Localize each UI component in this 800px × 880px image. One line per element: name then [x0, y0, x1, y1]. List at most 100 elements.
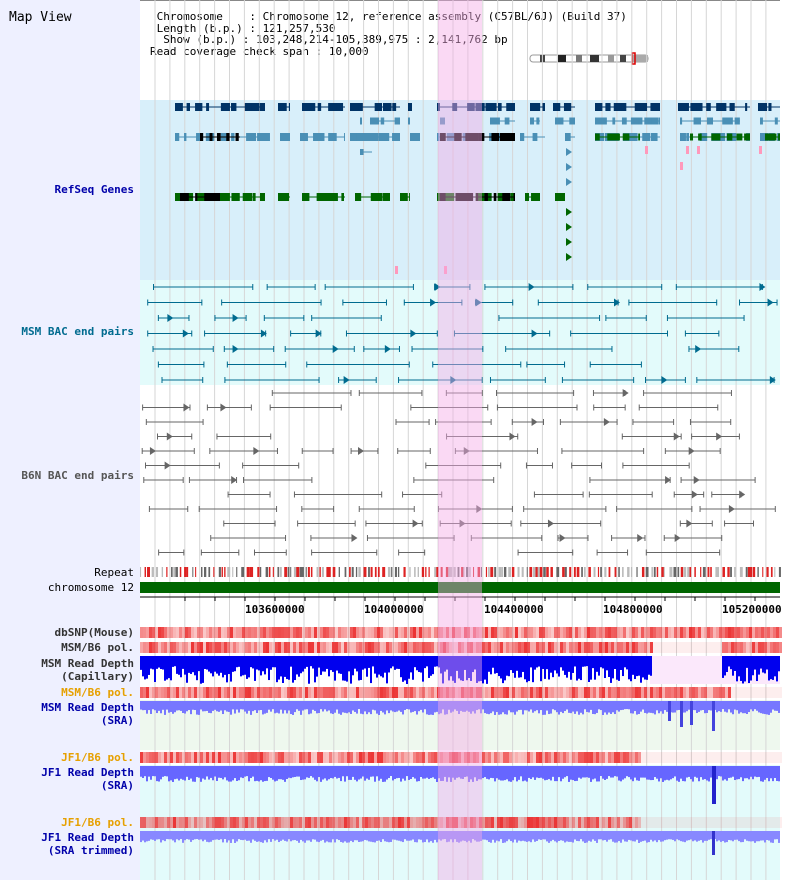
depth-bar — [582, 766, 584, 778]
track-label-jf1-pol-2[interactable]: JF1/B6 pol. — [61, 816, 134, 829]
pol-heat-cell — [377, 817, 380, 828]
track-label-msm-pol-2[interactable]: MSM/B6 pol. — [61, 686, 134, 699]
pol-heat-cell — [410, 752, 413, 763]
depth-bar — [634, 656, 636, 680]
depth-bar — [448, 831, 450, 842]
depth-bar — [746, 766, 748, 779]
pol-heat-cell — [365, 817, 368, 828]
depth-bar — [272, 656, 274, 668]
depth-bar — [276, 656, 278, 683]
pol-heat-cell — [239, 817, 242, 828]
depth-bar — [620, 831, 622, 843]
depth-bar — [166, 831, 168, 840]
depth-bar — [440, 831, 442, 841]
depth-bar — [400, 766, 402, 782]
repeat-mark — [299, 567, 303, 577]
depth-bar — [744, 701, 746, 714]
pol-heat-cell — [353, 642, 356, 653]
pol-heat-cell — [473, 642, 476, 653]
track-label-jf1-depth-sra[interactable]: JF1 Read Depth (SRA) — [41, 766, 134, 792]
depth-bar — [524, 701, 526, 711]
gene-exon — [410, 133, 420, 141]
repeat-mark — [622, 567, 624, 577]
gene-exon — [774, 117, 778, 125]
depth-bar — [402, 831, 404, 843]
depth-bar — [398, 701, 400, 711]
pol-heat-cell — [452, 752, 455, 763]
track-label-dbsnp[interactable]: dbSNP(Mouse) — [54, 626, 134, 639]
pol-heat-cell — [521, 627, 524, 638]
pol-heat-cell — [503, 627, 506, 638]
track-label-jf1-depth-trimmed[interactable]: JF1 Read Depth (SRA trimmed) — [41, 831, 134, 857]
pol-heat-cell — [224, 752, 227, 763]
pol-heat-cell — [653, 752, 656, 763]
depth-bar — [152, 831, 154, 840]
depth-bar — [620, 656, 622, 670]
depth-bar — [646, 831, 648, 843]
depth-bar — [382, 656, 384, 678]
track-label-msm-depth-sra[interactable]: MSM Read Depth (SRA) — [41, 701, 134, 727]
depth-bar — [776, 656, 778, 682]
pol-heat-cell — [185, 752, 188, 763]
pol-heat-cell — [392, 752, 395, 763]
depth-bar — [306, 766, 308, 778]
depth-bar — [152, 766, 154, 777]
pol-heat-cell — [509, 642, 512, 653]
depth-bar — [556, 831, 558, 843]
depth-bar — [250, 656, 252, 668]
depth-bar — [594, 766, 596, 779]
depth-bar — [624, 701, 626, 710]
repeat-mark — [290, 567, 292, 577]
chromosome-ideogram[interactable] — [528, 52, 654, 66]
depth-bar — [754, 831, 756, 843]
depth-bar — [778, 766, 780, 782]
depth-bar — [548, 656, 550, 680]
pol-heat-cell — [314, 817, 317, 828]
depth-bar — [612, 831, 614, 842]
gene-mark — [680, 162, 683, 170]
pol-heat-cell — [305, 627, 308, 638]
pol-heat-cell — [458, 627, 461, 638]
pol-heat-cell — [755, 642, 758, 653]
depth-bar — [746, 831, 748, 841]
bac-arrow — [637, 534, 644, 542]
pol-heat-cell — [233, 752, 236, 763]
pol-heat-cell — [488, 642, 491, 653]
pol-heat-cell — [497, 752, 500, 763]
depth-bar — [184, 656, 186, 675]
depth-bar — [622, 701, 624, 710]
depth-bar — [168, 701, 170, 713]
track-label-msm-bac[interactable]: MSM BAC end pairs — [21, 325, 134, 338]
track-label-jf1-pol-1[interactable]: JF1/B6 pol. — [61, 751, 134, 764]
gene-exon — [706, 103, 711, 111]
depth-bar — [206, 656, 208, 670]
bac-arrow — [358, 447, 365, 455]
pol-heat-cell — [143, 817, 146, 828]
pol-heat-cell — [599, 752, 602, 763]
depth-bar — [534, 656, 536, 670]
track-label-refseq-genes[interactable]: RefSeq Genes — [54, 183, 134, 196]
depth-bar — [662, 831, 664, 842]
gene-exon — [392, 133, 400, 141]
track-label-msm-pol-1[interactable]: MSM/B6 pol. — [61, 641, 134, 654]
pol-heat-cell — [590, 687, 593, 698]
depth-bar — [378, 766, 380, 781]
depth-bar — [578, 831, 580, 842]
track-label-chromosome[interactable]: chromosome 12 — [47, 581, 134, 594]
depth-bar — [728, 766, 730, 778]
repeat-mark — [529, 567, 533, 577]
depth-bar — [314, 701, 316, 711]
depth-bar — [778, 701, 780, 713]
pol-heat-cell — [737, 627, 740, 638]
depth-bar — [392, 766, 394, 781]
depth-bar — [236, 656, 238, 668]
track-label-b6n-bac[interactable]: B6N BAC end pairs — [21, 469, 134, 482]
gene-exon — [341, 193, 344, 201]
pol-heat-cell — [662, 817, 665, 828]
track-label-msm-depth-capillary[interactable]: MSM Read Depth (Capillary) — [41, 657, 134, 683]
track-label-repeat[interactable]: Repeat — [94, 566, 134, 579]
depth-bar — [372, 701, 374, 710]
depth-bar — [160, 701, 162, 714]
pol-heat-cell — [431, 752, 434, 763]
